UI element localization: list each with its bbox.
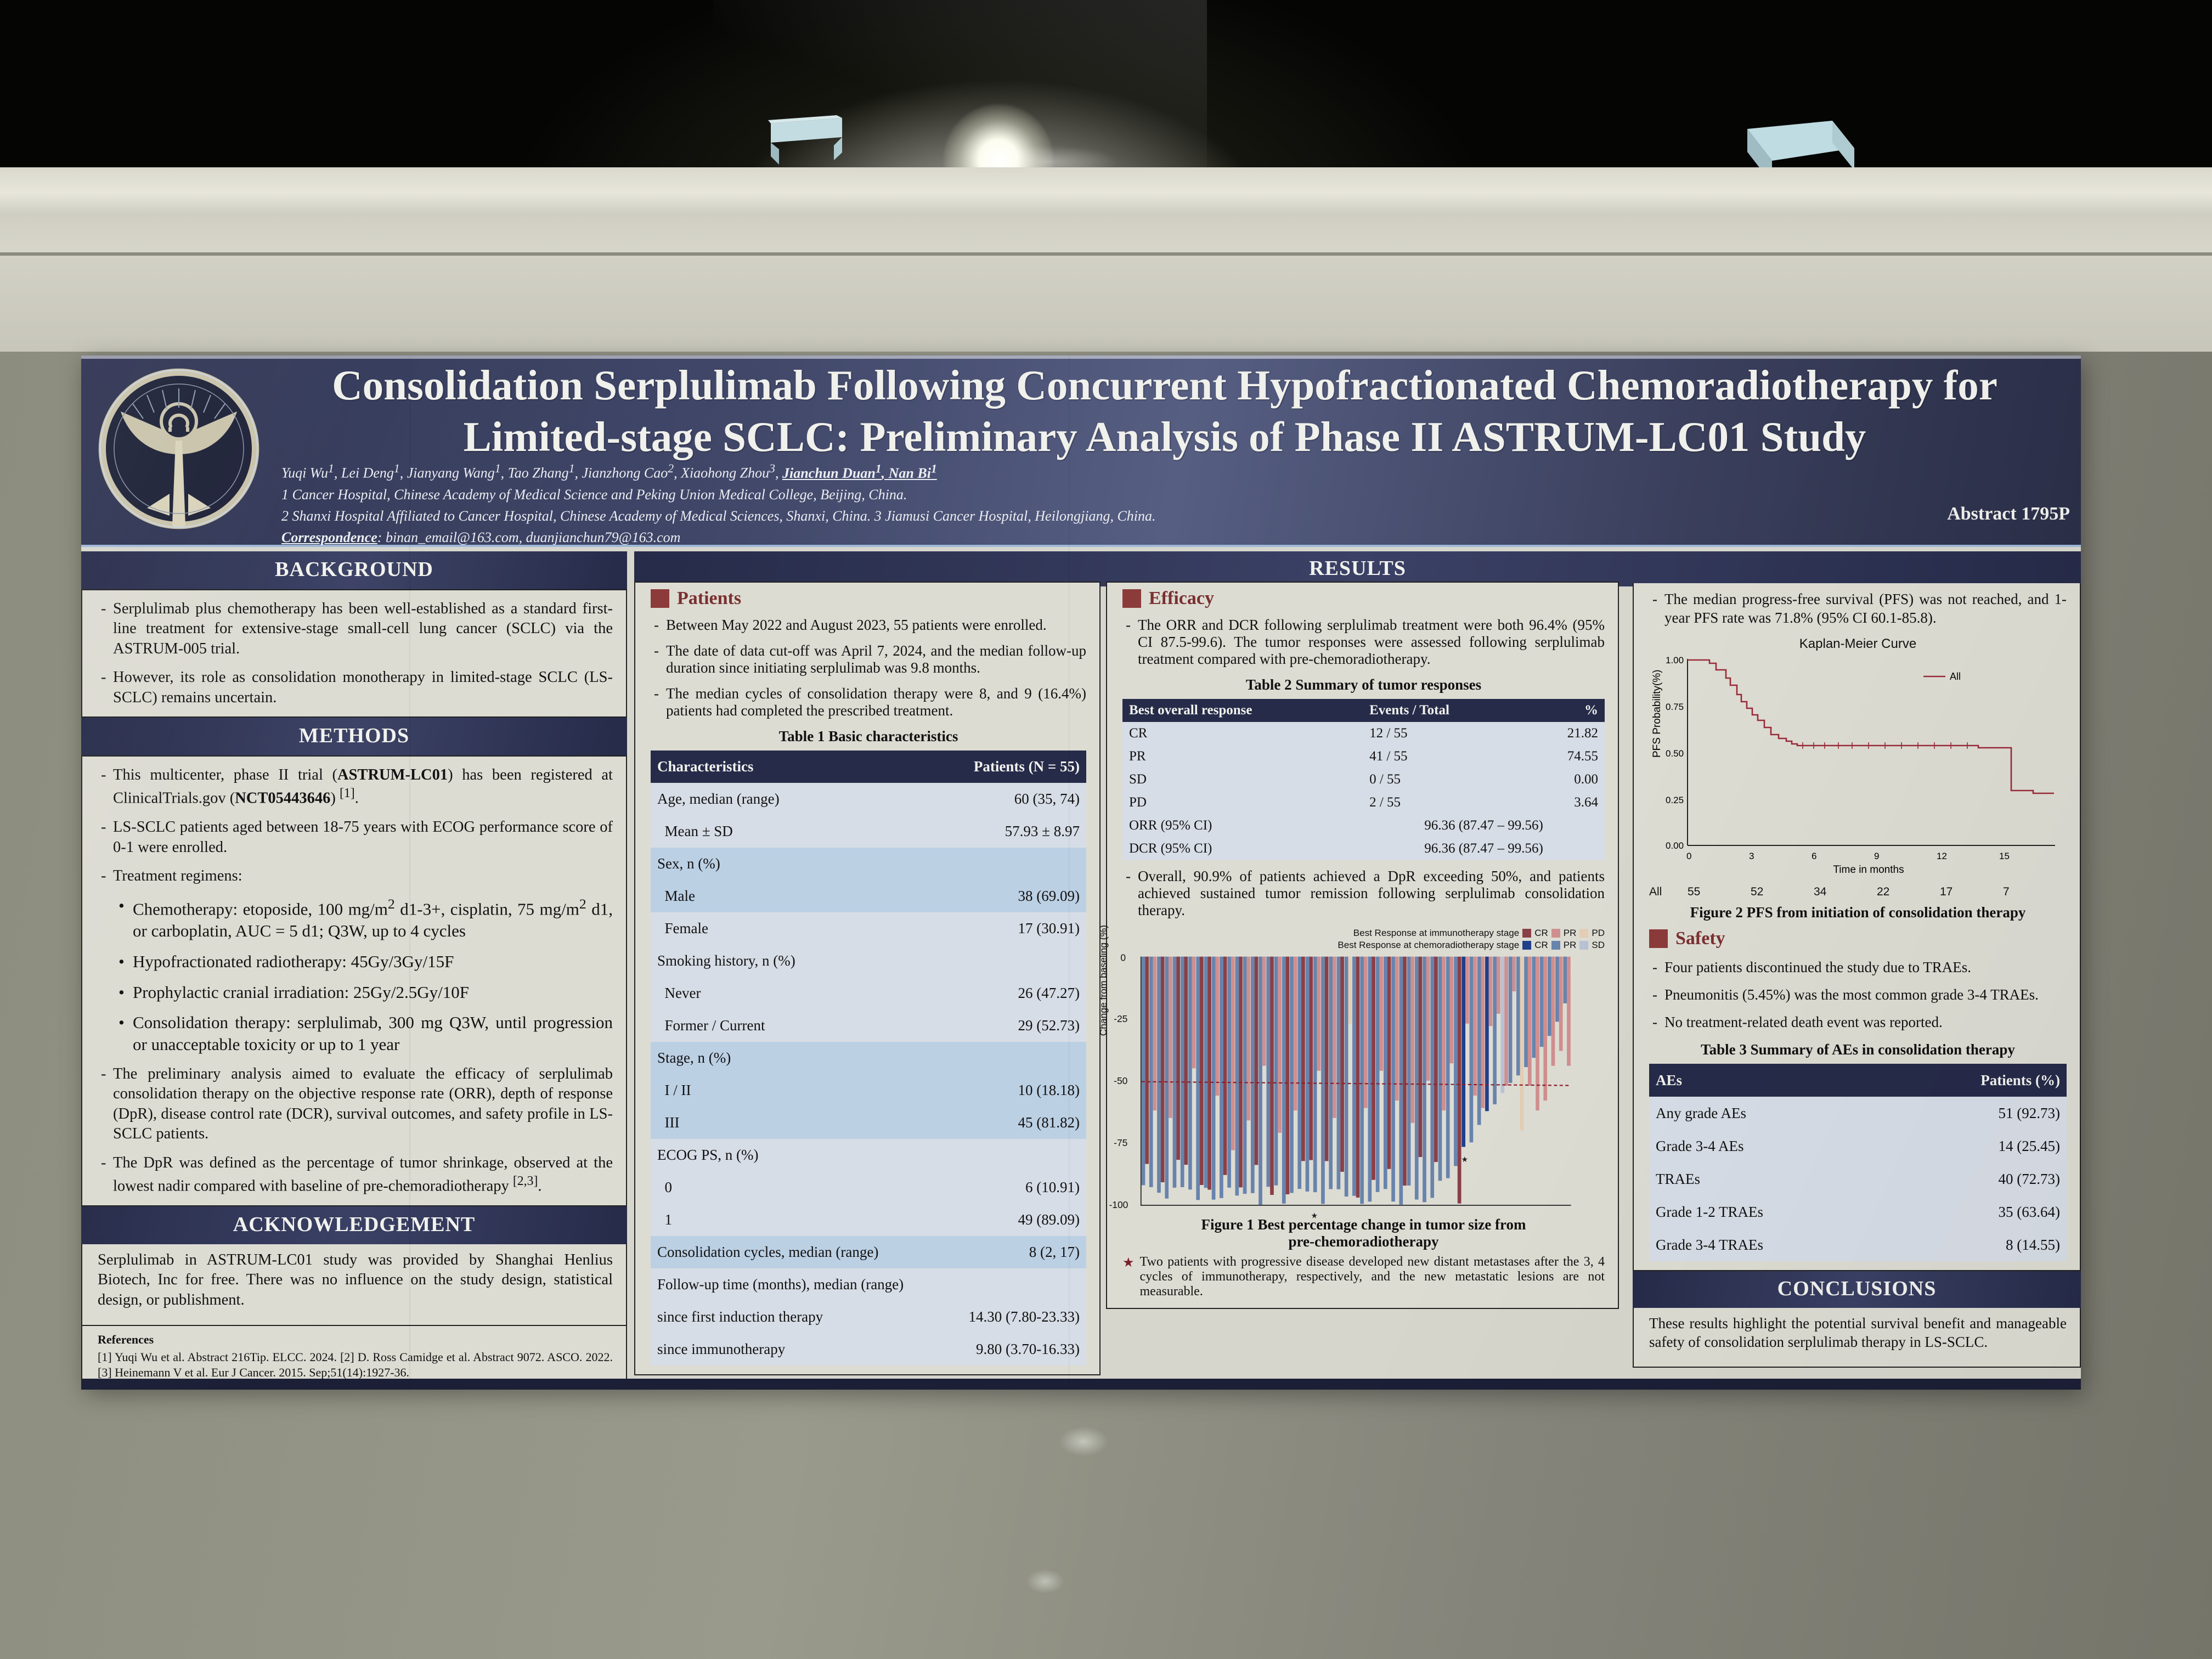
- svg-text:1.00: 1.00: [1666, 655, 1684, 665]
- svg-text:PFS Probability(%): PFS Probability(%): [1651, 670, 1663, 758]
- svg-text:12: 12: [1937, 851, 1947, 861]
- svg-text:3: 3: [1749, 851, 1754, 861]
- svg-text:0.75: 0.75: [1666, 702, 1684, 712]
- svg-text:9: 9: [1874, 851, 1879, 861]
- svg-text:0.25: 0.25: [1666, 795, 1684, 805]
- svg-text:★: ★: [1462, 1155, 1468, 1164]
- svg-text:★: ★: [1311, 1211, 1317, 1220]
- svg-text:0.00: 0.00: [1666, 840, 1684, 851]
- svg-text:6: 6: [1812, 851, 1816, 861]
- svg-text:0.50: 0.50: [1666, 748, 1684, 759]
- svg-text:15: 15: [1999, 851, 2010, 861]
- svg-text:All: All: [1950, 671, 1961, 682]
- svg-text:Time in months: Time in months: [1833, 864, 1904, 876]
- svg-text:0: 0: [1686, 851, 1691, 861]
